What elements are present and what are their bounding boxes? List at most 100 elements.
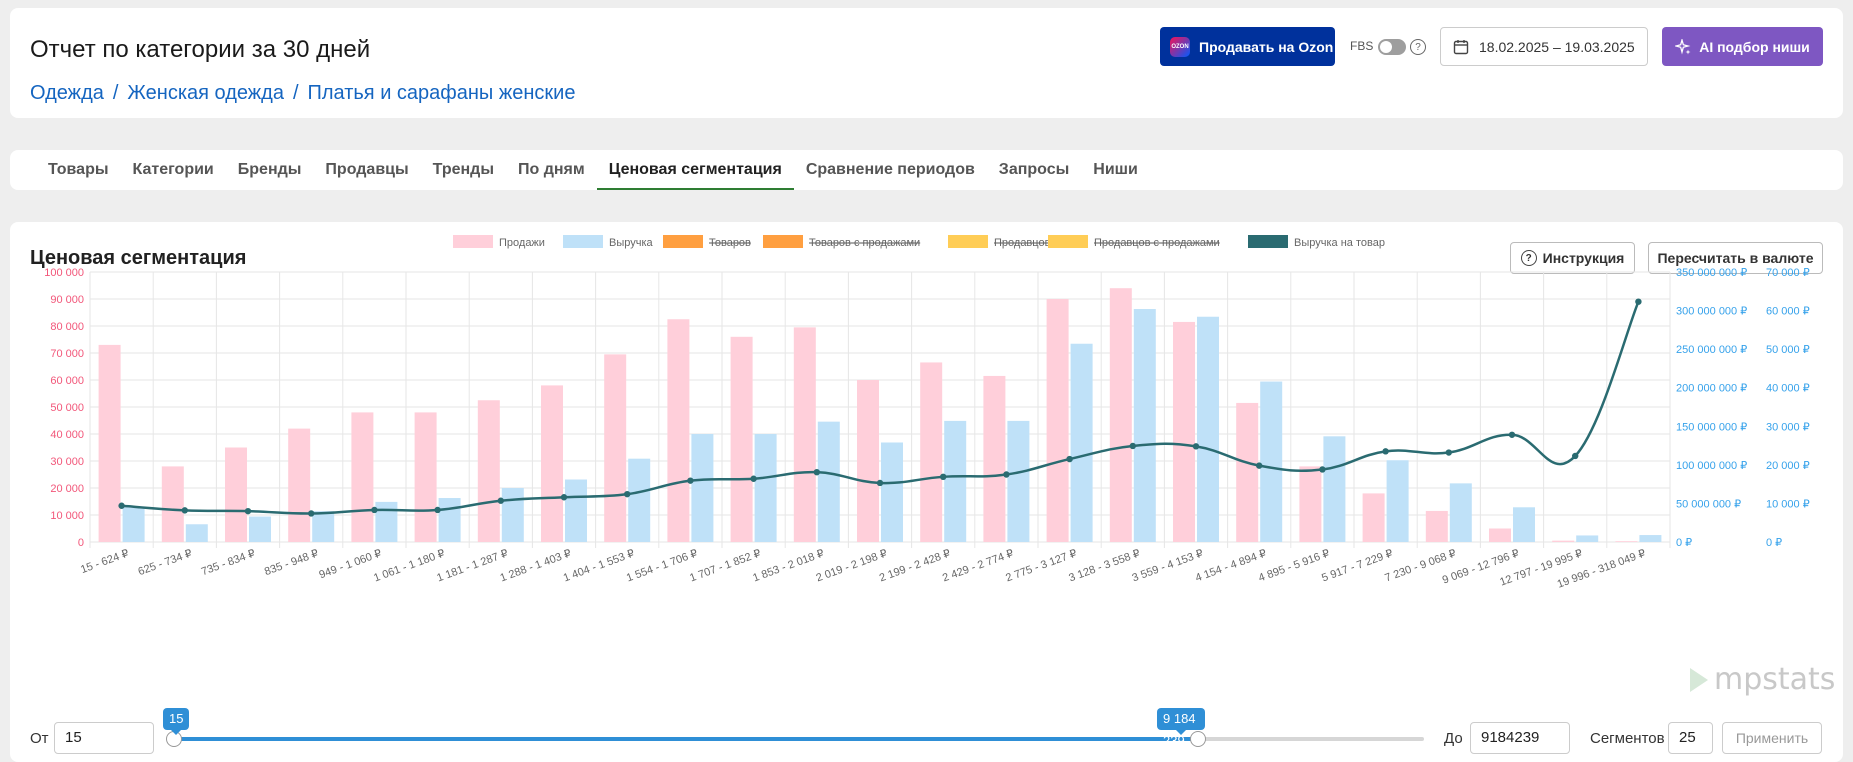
right-axis-per-item-tick: 60 000 ₽	[1766, 306, 1810, 318]
sales-bar	[161, 466, 184, 542]
legend-item-label: Продажи	[499, 237, 545, 249]
sell-on-ozon-label: Продавать на Ozon	[1199, 38, 1334, 55]
revenue-bar	[312, 511, 335, 542]
from-label: От	[30, 730, 49, 747]
right-axis-revenue-tick: 0 ₽	[1676, 537, 1692, 549]
x-axis-tick: 15 - 624 ₽	[79, 548, 130, 577]
right-axis-revenue-tick: 300 000 000 ₽	[1676, 306, 1747, 318]
left-axis-tick: 100 000	[44, 267, 84, 279]
x-axis-tick: 835 - 948 ₽	[263, 548, 320, 579]
x-axis-tick: 2 775 - 3 127 ₽	[1004, 548, 1078, 585]
revenue-per-item-point	[244, 507, 252, 515]
sell-on-ozon-button[interactable]: OZON Продавать на Ozon	[1160, 27, 1335, 66]
sales-bar	[1299, 466, 1322, 542]
sales-bar	[920, 362, 943, 542]
tab-6[interactable]: Ценовая сегментация	[596, 150, 794, 190]
segments-input[interactable]: 25	[1668, 722, 1713, 754]
tab-4[interactable]: Тренды	[432, 161, 494, 178]
revenue-bar	[438, 498, 461, 542]
ai-niche-label: AI подбор ниши	[1699, 38, 1810, 55]
breadcrumb-item-clothing[interactable]: Одежда	[30, 82, 104, 104]
x-axis-tick: 625 - 734 ₽	[137, 548, 194, 579]
revenue-bar	[1639, 535, 1662, 542]
revenue-per-item-point	[687, 477, 694, 484]
revenue-per-item-point	[1382, 448, 1389, 455]
help-icon[interactable]: ?	[1410, 39, 1426, 55]
x-axis-tick: 735 - 834 ₽	[200, 548, 257, 579]
tab-2[interactable]: Бренды	[237, 161, 302, 178]
tab-9[interactable]: Ниши	[1093, 161, 1138, 178]
fbs-toggle[interactable]	[1378, 39, 1406, 55]
range-slider-from-handle[interactable]: 15	[163, 708, 190, 747]
x-axis-tick: 2 429 - 2 774 ₽	[941, 548, 1015, 585]
tab-8[interactable]: Запросы	[998, 161, 1070, 178]
revenue-per-item-point	[1192, 443, 1200, 450]
revenue-bar	[1576, 535, 1599, 542]
x-axis-tick: 1 853 - 2 018 ₽	[751, 548, 825, 585]
right-axis-per-item-tick: 50 000 ₽	[1766, 344, 1810, 356]
legend-swatch	[1248, 235, 1288, 248]
right-axis-per-item-tick: 0 ₽	[1766, 537, 1782, 549]
revenue-bar	[501, 488, 524, 542]
revenue-per-item-point	[1319, 466, 1326, 473]
revenue-bar	[185, 524, 208, 542]
instruction-button[interactable]: ? Инструкция	[1510, 242, 1635, 274]
revenue-per-item-point	[1572, 452, 1579, 460]
ai-niche-button[interactable]: AI подбор ниши	[1662, 27, 1823, 66]
revenue-per-item-point	[624, 490, 631, 498]
tab-0[interactable]: Товары	[48, 161, 109, 178]
chart-card: Ценовая сегментация ? Инструкция Пересчи…	[10, 222, 1843, 762]
apply-button[interactable]: Применить	[1722, 722, 1822, 754]
breadcrumb-item-women-clothing[interactable]: Женская одежда	[127, 82, 284, 104]
legend-item-label: Продавцов	[994, 237, 1051, 249]
sales-bar	[414, 412, 437, 542]
legend-swatch	[563, 235, 603, 248]
x-axis-tick: 5 917 - 7 229 ₽	[1320, 548, 1394, 585]
breadcrumb-separator: /	[112, 82, 119, 104]
tab-1[interactable]: Категории	[132, 161, 214, 178]
help-icon: ?	[1520, 250, 1537, 266]
breadcrumb-item-dresses[interactable]: Платья и сарафаны женские	[307, 82, 576, 104]
revenue-per-item-line	[121, 301, 1640, 515]
revenue-per-item-point	[181, 507, 188, 514]
tab-5[interactable]: По дням	[517, 161, 585, 178]
sales-bar	[98, 344, 121, 542]
recalc-currency-button[interactable]: Пересчитать в валюте	[1648, 242, 1823, 274]
page-title: Отчет по категории за 30 дней	[30, 36, 371, 63]
instruction-label: Инструкция	[1542, 250, 1625, 266]
segments-label: Сегментов	[1590, 730, 1665, 747]
revenue-per-item-point	[1508, 431, 1516, 438]
range-slider-to-handle[interactable]: 9 184 239	[1157, 708, 1206, 748]
right-axis-revenue-tick: 150 000 000 ₽	[1676, 421, 1747, 433]
left-axis-tick: 0	[78, 537, 84, 549]
revenue-bar	[1449, 483, 1472, 542]
legend-item-label: Выручка	[609, 237, 654, 249]
tab-7[interactable]: Сравнение периодов	[805, 161, 975, 178]
sales-bar	[1173, 321, 1195, 542]
tab-bar: Товары Категории Бренды Продавцы Тренды По дн…	[36, 150, 1150, 190]
sales-bar	[1489, 528, 1511, 542]
section-title: Ценовая сегментация	[30, 247, 247, 269]
header-card: Отчет по категории за 30 дней Одежда / Жен…	[10, 8, 1843, 118]
sales-bar	[1362, 493, 1385, 542]
legend-item-label: Выручка на товар	[1294, 237, 1385, 249]
right-axis-per-item-tick: 10 000 ₽	[1766, 498, 1810, 510]
to-label: До	[1444, 730, 1463, 747]
revenue-per-item-point	[434, 506, 441, 514]
to-input[interactable]: 9184239	[1470, 722, 1570, 754]
sales-bar	[1109, 288, 1132, 542]
breadcrumb: Одежда / Женская одежда / Платья и сарафаны …	[30, 82, 575, 105]
left-axis-tick: 30 000	[50, 456, 84, 468]
date-range-value: 18.02.2025 – 19.03.2025	[1479, 38, 1635, 55]
revenue-per-item-point	[876, 479, 884, 487]
sales-bar	[857, 380, 879, 542]
tabs-card: Товары Категории Бренды Продавцы Тренды По дн…	[10, 150, 1843, 190]
date-range-picker[interactable]: 18.02.2025 – 19.03.2025	[1440, 27, 1648, 66]
revenue-bar	[881, 442, 903, 542]
x-axis-tick: 1 061 - 1 180 ₽	[372, 548, 446, 585]
tab-3[interactable]: Продавцы	[325, 161, 409, 178]
sales-bar	[983, 375, 1006, 542]
right-axis-revenue-tick: 250 000 000 ₽	[1676, 344, 1747, 356]
revenue-per-item-point	[371, 506, 378, 514]
from-input[interactable]: 15	[54, 722, 154, 754]
